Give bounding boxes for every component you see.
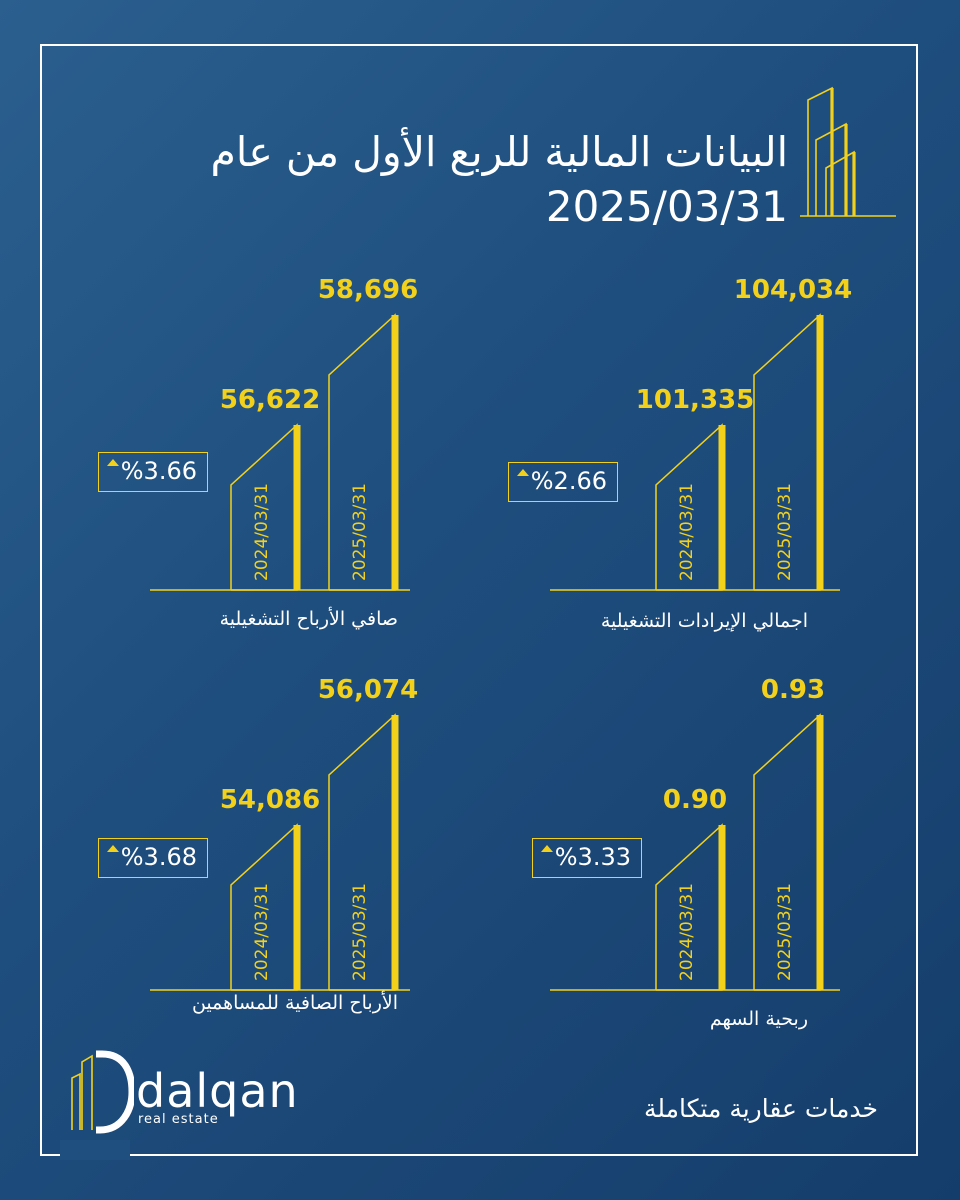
change-badge: %3.33 <box>532 838 642 878</box>
value-label-2025: 104,034 <box>733 275 853 305</box>
bars-net-profit <box>150 713 410 991</box>
brand-name: dalqan <box>136 1064 299 1118</box>
metric-title: ربحية السهم <box>709 1008 808 1030</box>
page-date: 2025/03/31 <box>545 182 788 231</box>
up-arrow-icon <box>107 845 119 852</box>
bars-revenue <box>550 313 840 591</box>
brand-subtitle: real estate <box>138 1112 219 1127</box>
change-badge: %3.68 <box>98 838 208 878</box>
change-value: %3.66 <box>120 457 197 485</box>
chart-panel-revenue: 101,335 104,034 2024/03/31 2025/03/31 %2… <box>480 270 920 632</box>
dalqan-logo-icon <box>71 1050 134 1134</box>
category-label-2024: 2024/03/31 <box>677 883 697 981</box>
page-title: البيانات المالية للربع الأول من عام <box>210 128 788 176</box>
metric-title: اجمالي الإيرادات التشغيلية <box>600 610 808 632</box>
change-value: %3.33 <box>554 843 631 871</box>
value-label-2024: 101,335 <box>635 385 755 415</box>
value-label-2025: 58,696 <box>317 275 419 305</box>
decorative-frame <box>40 44 918 1156</box>
value-label-2024: 56,622 <box>219 385 321 415</box>
change-badge: %3.66 <box>98 452 208 492</box>
chart-panel-operating-profit: 56,622 58,696 2024/03/31 2025/03/31 %3.6… <box>80 270 520 630</box>
bars-eps <box>550 713 840 991</box>
change-badge: %2.66 <box>508 462 618 502</box>
metric-title: الأرباح الصافية للمساهمين <box>191 992 398 1014</box>
value-label-2024: 54,086 <box>219 785 321 815</box>
category-label-2025: 2025/03/31 <box>775 483 795 581</box>
category-label-2025: 2025/03/31 <box>350 483 370 581</box>
bars-operating-profit <box>150 313 410 591</box>
value-label-2025: 56,074 <box>317 675 419 705</box>
up-arrow-icon <box>107 459 119 466</box>
change-value: %2.66 <box>530 467 607 495</box>
metric-title: صافي الأرباح التشغيلية <box>219 608 398 630</box>
category-label-2024: 2024/03/31 <box>252 883 272 981</box>
frame-gap-logo <box>60 1140 130 1160</box>
building-icon <box>800 86 896 217</box>
category-label-2024: 2024/03/31 <box>252 483 272 581</box>
up-arrow-icon <box>541 845 553 852</box>
category-label-2025: 2025/03/31 <box>350 883 370 981</box>
change-value: %3.68 <box>120 843 197 871</box>
chart-panel-net-profit: 54,086 56,074 2024/03/31 2025/03/31 %3.6… <box>80 670 520 1030</box>
category-label-2025: 2025/03/31 <box>775 883 795 981</box>
value-label-2024: 0.90 <box>662 785 728 815</box>
tagline: خدمات عقارية متكاملة <box>643 1094 878 1123</box>
value-label-2025: 0.93 <box>760 675 826 705</box>
up-arrow-icon <box>517 469 529 476</box>
category-label-2024: 2024/03/31 <box>677 483 697 581</box>
chart-panel-eps: 0.90 0.93 2024/03/31 2025/03/31 %3.33 رب… <box>480 670 920 1030</box>
